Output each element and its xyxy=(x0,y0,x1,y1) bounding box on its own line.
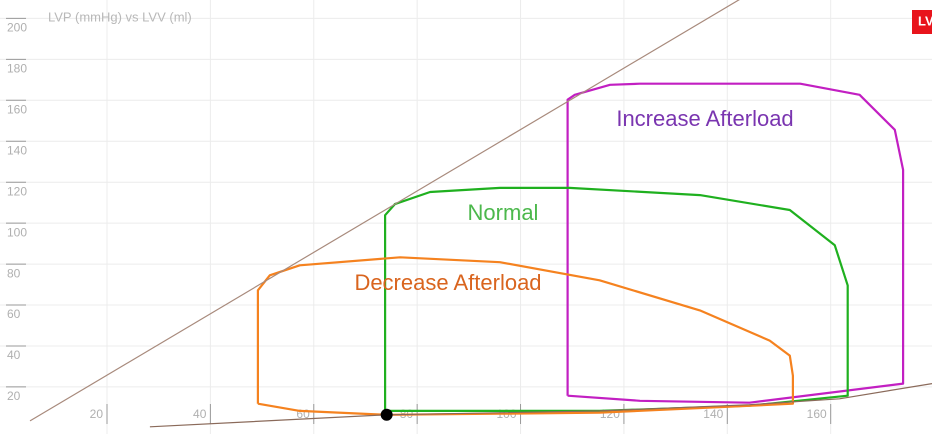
y-tick-label: 100 xyxy=(7,225,27,239)
y-tick-label: 200 xyxy=(7,21,27,35)
x-tick-label: 160 xyxy=(807,407,827,421)
series-line xyxy=(384,186,849,412)
marker xyxy=(380,408,393,421)
series-label: Normal xyxy=(468,200,539,225)
y-tick-label: 80 xyxy=(7,266,21,280)
series-line xyxy=(566,82,905,404)
y-tick-label: 60 xyxy=(7,307,21,321)
badge[interactable]: LV xyxy=(918,13,932,28)
x-tick-label: 40 xyxy=(193,407,207,421)
y-tick-label: 20 xyxy=(7,389,21,403)
chart-title: LVP (mmHg) vs LVV (ml) xyxy=(48,9,192,24)
y-tick-label: 160 xyxy=(7,102,27,116)
badge-box[interactable] xyxy=(912,10,932,34)
series-line xyxy=(149,383,932,428)
y-tick-label: 120 xyxy=(7,184,27,198)
series-label: Increase Afterload xyxy=(616,106,793,131)
y-tick-label: 40 xyxy=(7,348,21,362)
y-tick-label: 140 xyxy=(7,143,27,157)
series-label: Decrease Afterload xyxy=(354,270,541,295)
x-tick-label: 140 xyxy=(703,407,723,421)
series-line xyxy=(29,0,740,422)
series-line xyxy=(256,256,794,416)
y-tick-label: 180 xyxy=(7,62,27,76)
x-tick-label: 20 xyxy=(90,407,104,421)
